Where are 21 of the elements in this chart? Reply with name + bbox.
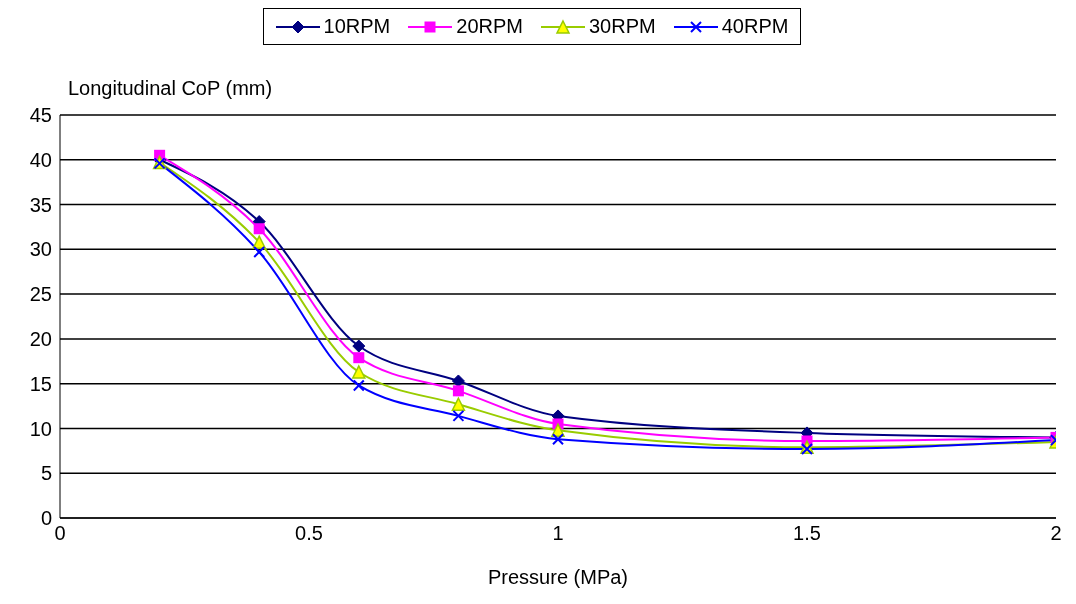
x-tick-label: 0.5 bbox=[295, 522, 323, 545]
y-axis-title: Longitudinal CoP (mm) bbox=[68, 77, 273, 100]
y-tick-label: 15 bbox=[29, 372, 52, 395]
y-tick-label: 0 bbox=[40, 507, 52, 530]
legend-label: 10RPM bbox=[322, 15, 391, 38]
legend-label: 20RPM bbox=[455, 15, 523, 38]
y-tick-label: 25 bbox=[29, 283, 52, 306]
legend-label: 40RPM bbox=[720, 15, 789, 38]
y-tick-label: 30 bbox=[29, 238, 52, 261]
x-tick-label: 2 bbox=[1050, 522, 1062, 545]
legend-label: 30RPM bbox=[588, 15, 656, 38]
x-tick-label: 1.5 bbox=[793, 522, 821, 545]
y-tick-label: 35 bbox=[29, 193, 52, 216]
x-tick-label: 1 bbox=[552, 522, 564, 545]
y-tick-label: 5 bbox=[40, 462, 52, 485]
y-tick-label: 45 bbox=[29, 104, 52, 127]
x-axis-title: Pressure (MPa) bbox=[487, 566, 629, 588]
y-tick-label: 10 bbox=[29, 417, 52, 440]
x-tick-label: 0 bbox=[54, 522, 66, 545]
y-tick-label: 20 bbox=[29, 327, 52, 350]
y-tick-label: 40 bbox=[29, 148, 52, 171]
